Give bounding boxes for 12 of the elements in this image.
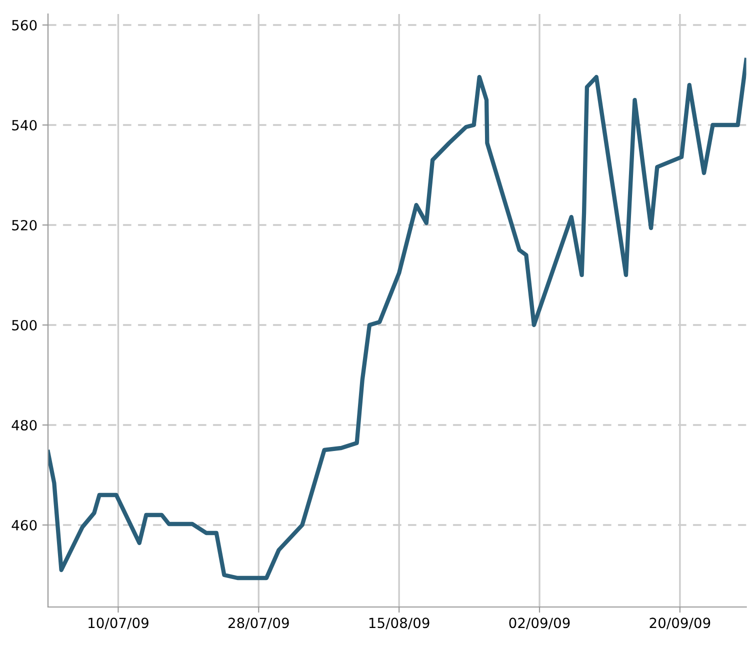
x-tick-label: 10/07/09 xyxy=(88,618,148,630)
line-series xyxy=(48,58,746,580)
y-tick-label: 520 xyxy=(12,220,37,230)
x-tick-label: 15/08/09 xyxy=(369,618,430,630)
y-tick-label: 460 xyxy=(12,520,37,530)
x-tick-label: 28/07/09 xyxy=(228,618,289,630)
y-tick-label: 560 xyxy=(12,20,37,30)
x-tick-label: 20/09/09 xyxy=(650,618,710,630)
y-tick-label: 500 xyxy=(12,320,37,330)
x-tick-label: 02/09/09 xyxy=(509,618,570,630)
y-tick-label: 540 xyxy=(12,120,37,130)
y-tick-label: 480 xyxy=(12,420,37,430)
